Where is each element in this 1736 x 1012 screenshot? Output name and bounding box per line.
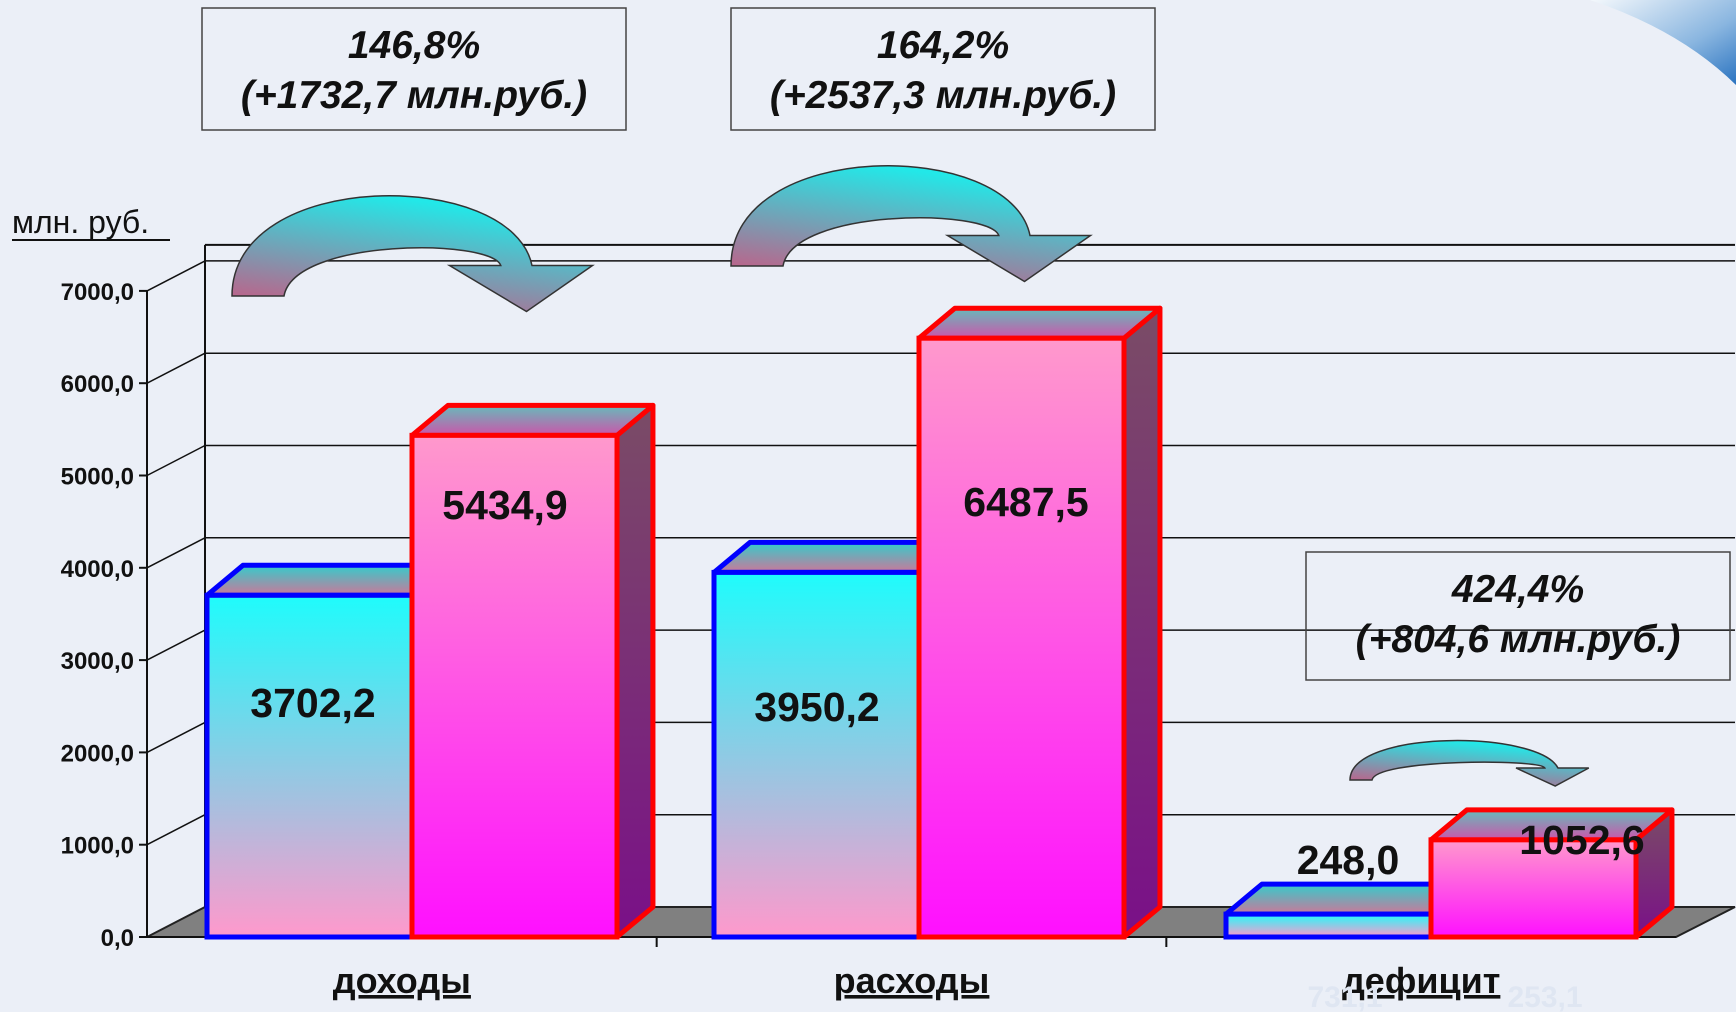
bar-value-label: 3702,2	[250, 680, 375, 726]
annotation-box	[1305, 551, 1731, 681]
growth-delta: (+1732,7 млн.руб.)	[241, 74, 587, 117]
bar: 5434,9	[409, 402, 656, 940]
gridline-depth	[146, 352, 206, 384]
y-tick-label: 4000,0	[61, 556, 134, 583]
annotation-box	[201, 7, 627, 131]
y-tick-label: 7000,0	[61, 279, 134, 306]
y-tick-label: 0,0	[101, 925, 134, 952]
growth-arrow-deficit	[1349, 739, 1590, 787]
gridline-depth	[146, 814, 206, 846]
curved-arrow	[730, 165, 1093, 283]
growth-annotation: 424,4% (+804,6 млн.руб.)	[1305, 551, 1731, 681]
growth-arrow-expenses	[730, 165, 1093, 283]
growth-annotation: 164,2% (+2537,3 млн.руб.)	[730, 7, 1156, 131]
growth-delta: (+804,6 млн.руб.)	[1356, 618, 1681, 661]
bar-top	[409, 402, 656, 438]
annotation-box	[730, 7, 1156, 131]
bar-front	[409, 432, 620, 940]
chart-annotations: 146,8% (+1732,7 млн.руб.) 164,2% (+2537,3 м…	[201, 7, 1731, 787]
growth-annotation: 146,8% (+1732,7 млн.руб.)	[201, 7, 627, 131]
bar-side	[1121, 305, 1163, 940]
gridline-depth	[146, 537, 206, 569]
y-tick-label: 3000,0	[61, 648, 134, 675]
gridline-depth	[146, 721, 206, 754]
growth-arrow-revenue	[231, 195, 595, 313]
x-category-label: дефицит	[1342, 960, 1500, 1001]
curved-arrow	[231, 195, 595, 313]
obscured-value-label: 731,1	[1307, 981, 1382, 1012]
obscured-value-label: 253,1	[1507, 981, 1582, 1012]
gridline-depth	[146, 260, 206, 292]
bar-front	[916, 335, 1127, 940]
bar-front	[1223, 911, 1434, 940]
gridline-depth	[146, 444, 206, 477]
bar-top	[916, 305, 1163, 341]
bar-side	[614, 402, 656, 940]
y-tick-label: 5000,0	[61, 464, 134, 491]
bar: 6487,5	[916, 305, 1163, 940]
bar-value-label: 6487,5	[963, 479, 1088, 525]
growth-percent: 146,8%	[348, 24, 480, 67]
curved-arrow	[1349, 739, 1590, 787]
y-tick-label: 6000,0	[61, 371, 134, 398]
bar-value-label: 3950,2	[754, 684, 879, 730]
bar: 248,0	[1223, 837, 1470, 940]
gridline-depth	[146, 629, 206, 661]
growth-delta: (+2537,3 млн.руб.)	[770, 74, 1116, 117]
growth-percent: 424,4%	[1451, 568, 1584, 611]
chart-bars: 3702,2 5434,9 3950,2 6487,5 248,0 1052,6	[204, 305, 1675, 940]
bar: 1052,6	[1428, 807, 1675, 940]
corner-decoration	[1590, 0, 1736, 85]
bar-front	[204, 592, 415, 940]
growth-percent: 164,2%	[877, 24, 1009, 67]
y-axis-label: млн. руб.	[12, 204, 149, 240]
bar-front	[1428, 837, 1639, 940]
y-tick-label: 2000,0	[61, 740, 134, 767]
y-tick-label: 1000,0	[61, 833, 134, 860]
x-category-label: расходы	[834, 960, 990, 1001]
bar-front	[711, 569, 922, 940]
x-category-label: доходы	[333, 960, 471, 1001]
bar-value-label: 5434,9	[442, 482, 567, 528]
bar-value-label: 248,0	[1297, 837, 1400, 883]
bar-value-label: 1052,6	[1519, 817, 1644, 863]
